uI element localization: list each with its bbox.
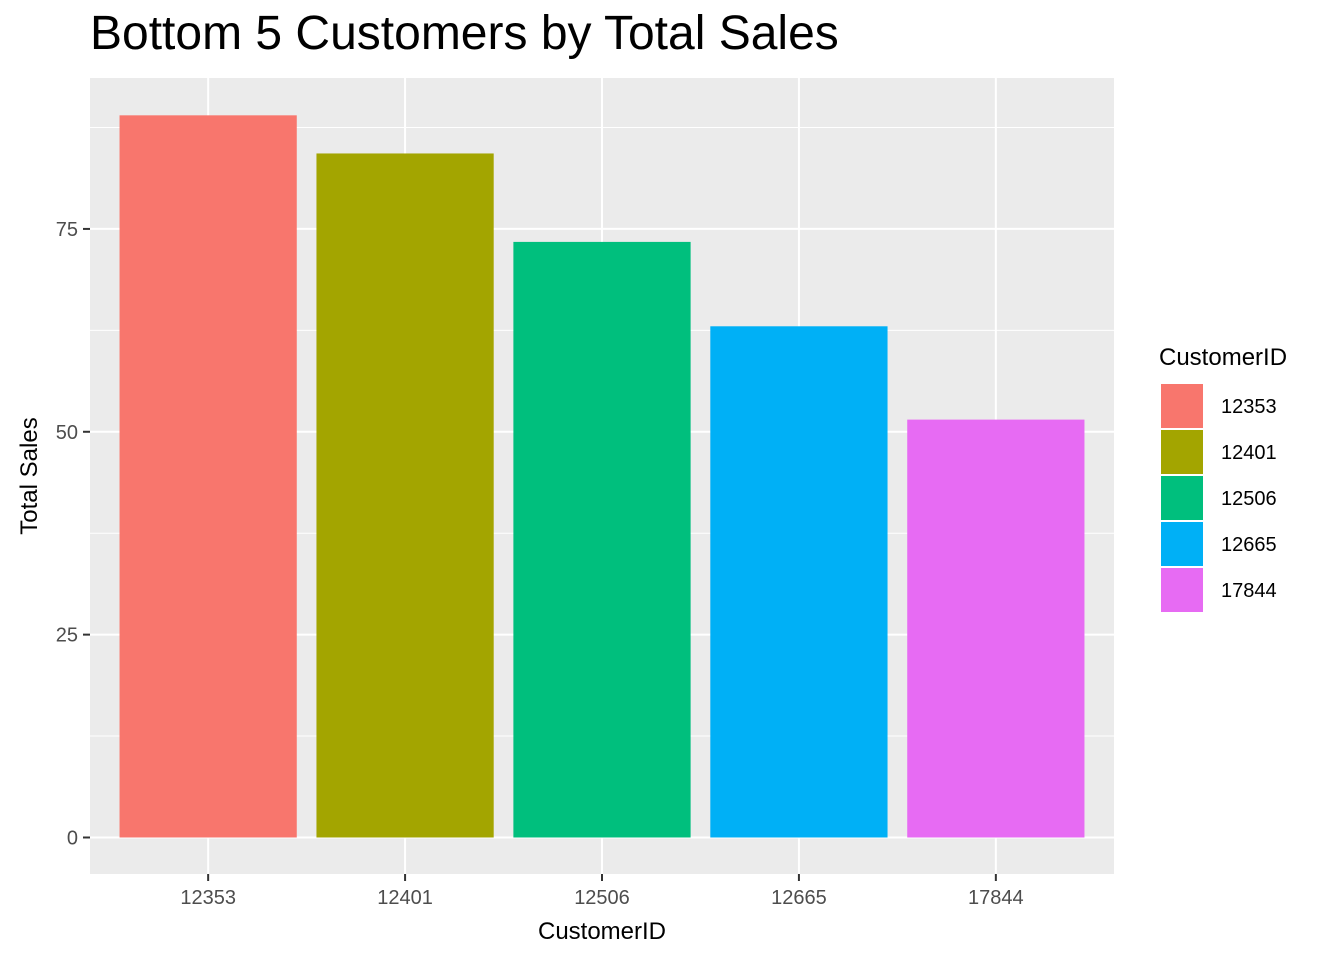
legend-label: 12506 [1221, 488, 1277, 510]
bar-12665 [710, 326, 888, 838]
x-tick-label: 17844 [968, 887, 1024, 909]
bar-12353 [119, 115, 297, 838]
legend-label: 12401 [1221, 442, 1277, 464]
bars [119, 115, 1085, 838]
legend-key-17844 [1159, 566, 1205, 614]
bar-12401 [316, 153, 494, 838]
x-tick-label: 12353 [180, 887, 236, 909]
y-axis: 0 25 50 75 [56, 219, 90, 849]
x-tick-label: 12506 [574, 887, 630, 909]
chart-title: Bottom 5 Customers by Total Sales [90, 7, 839, 60]
y-tick-label: 0 [67, 827, 78, 849]
y-tick-label: 75 [56, 219, 78, 241]
legend-label: 12353 [1221, 396, 1277, 418]
legend-title: CustomerID [1159, 344, 1287, 371]
legend-key-12353 [1159, 382, 1205, 430]
y-tick-label: 50 [56, 422, 78, 444]
legend-key-12506 [1159, 474, 1205, 522]
legend: CustomerID 12353 12401 12506 12665 17844 [1159, 344, 1287, 614]
x-tick-label: 12401 [377, 887, 433, 909]
legend-key-12401 [1159, 428, 1205, 476]
bar-12506 [513, 241, 691, 838]
legend-label: 12665 [1221, 534, 1277, 556]
x-axis: 12353 12401 12506 12665 17844 [180, 874, 1024, 909]
legend-key-12665 [1159, 520, 1205, 568]
x-tick-label: 12665 [771, 887, 827, 909]
bar-17844 [907, 419, 1085, 838]
y-axis-title: Total Sales [16, 417, 43, 534]
x-axis-title: CustomerID [538, 918, 666, 945]
y-tick-label: 25 [56, 625, 78, 647]
legend-label: 17844 [1221, 580, 1277, 602]
